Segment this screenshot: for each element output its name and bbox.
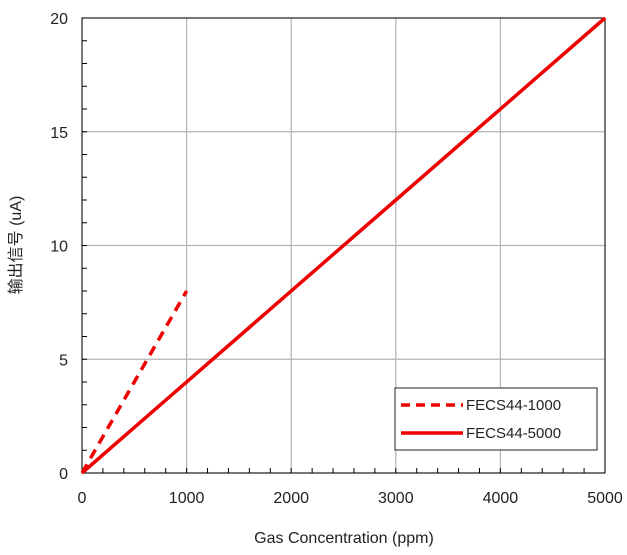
tick-labels: 0 1000 2000 3000 4000 5000 0 5 10 15 20	[50, 11, 623, 507]
x-tick-label: 5000	[587, 490, 623, 507]
y-tick-label: 5	[59, 352, 68, 369]
x-axis-label: Gas Concentration (ppm)	[254, 530, 434, 547]
y-tick-label: 20	[50, 11, 68, 28]
x-tick-label: 1000	[169, 490, 205, 507]
x-tick-label: 0	[78, 490, 87, 507]
plot-frame	[81, 17, 606, 474]
series-layer	[80, 16, 607, 475]
x-tick-label: 3000	[378, 490, 414, 507]
y-axis-label: 输出信号 (uA)	[7, 196, 25, 295]
y-tick-label: 0	[59, 466, 68, 483]
legend: FECS44-1000 FECS44-5000	[394, 387, 598, 451]
legend-label-fecs44-1000: FECS44-1000	[466, 397, 561, 414]
legend-label-fecs44-5000: FECS44-5000	[466, 425, 561, 442]
x-tick-label: 2000	[273, 490, 309, 507]
series-fecs44-5000	[80, 16, 607, 475]
y-tick-label: 15	[50, 125, 68, 142]
series-fecs44-1000	[80, 290, 189, 474]
y-tick-label: 10	[50, 239, 68, 256]
x-tick-label: 4000	[483, 490, 519, 507]
legend-box	[394, 387, 598, 451]
